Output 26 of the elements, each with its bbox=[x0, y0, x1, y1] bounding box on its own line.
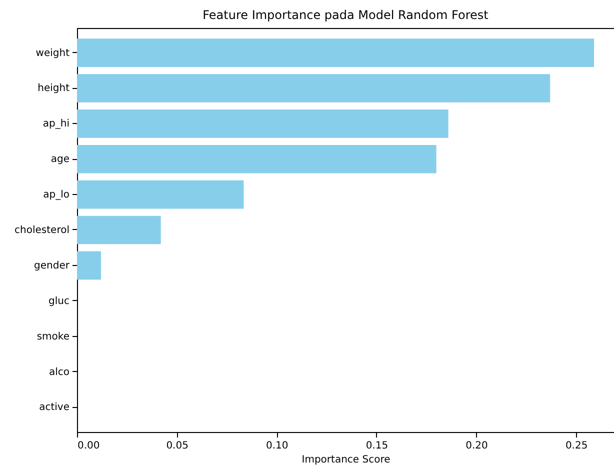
x-tick-label: 0.20 bbox=[466, 440, 488, 452]
x-tick-label: 0.00 bbox=[78, 440, 100, 452]
y-tick-label: age bbox=[50, 154, 70, 166]
x-tick-label: 0.10 bbox=[266, 440, 288, 452]
y-tick-label: gluc bbox=[48, 296, 70, 307]
bar bbox=[77, 251, 101, 280]
y-tick-label: weight bbox=[36, 48, 70, 59]
y-tick-label: smoke bbox=[36, 331, 70, 342]
x-tick-label: 0.05 bbox=[166, 440, 188, 452]
y-tick-label: active bbox=[39, 402, 70, 414]
bar bbox=[77, 74, 550, 102]
y-tick-label: ap_hi bbox=[42, 118, 70, 130]
x-axis-title: Importance Score bbox=[302, 454, 390, 465]
bar bbox=[77, 180, 244, 209]
bar bbox=[77, 216, 161, 244]
x-tick-label: 0.25 bbox=[565, 440, 588, 452]
y-tick-label: alco bbox=[48, 366, 70, 378]
bar bbox=[77, 110, 448, 138]
bar bbox=[77, 38, 594, 67]
y-tick-label: cholesterol bbox=[14, 225, 70, 236]
bar bbox=[77, 144, 436, 174]
y-tick-label: height bbox=[38, 83, 70, 94]
y-tick-label: ap_lo bbox=[43, 190, 70, 201]
y-tick-label: gender bbox=[34, 260, 70, 272]
x-tick-label: 0.15 bbox=[366, 440, 388, 452]
chart-title: Feature Importance pada Model Random Forest bbox=[202, 8, 489, 22]
